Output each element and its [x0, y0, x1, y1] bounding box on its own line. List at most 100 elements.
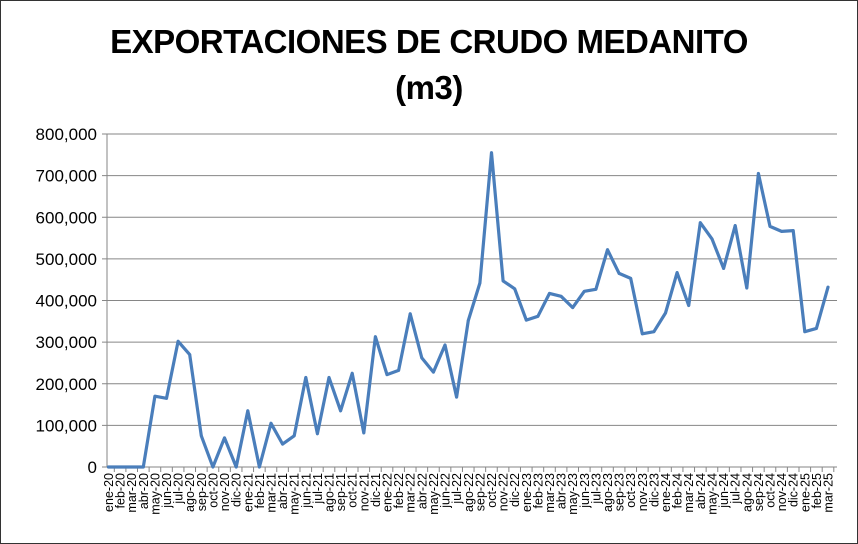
data-point — [281, 442, 284, 446]
x-tick-label: ago-24 — [740, 473, 754, 512]
data-point — [339, 409, 342, 413]
data-point — [745, 286, 749, 290]
data-point — [408, 312, 412, 316]
x-tick-label: nov-22 — [497, 473, 511, 511]
data-point — [710, 237, 714, 241]
data-point — [269, 421, 273, 425]
x-tick-label: oct-22 — [485, 473, 499, 508]
x-tick-label: may-20 — [148, 473, 162, 515]
x-tick-label: may-24 — [705, 473, 719, 515]
x-tick-label: ago-22 — [462, 473, 476, 512]
y-tick-label: 500,000 — [36, 250, 97, 269]
data-point — [199, 434, 203, 438]
x-tick-label: ene-25 — [798, 473, 812, 512]
data-point — [315, 432, 319, 436]
y-tick-label: 100,000 — [36, 416, 97, 435]
data-point — [397, 369, 401, 372]
x-tick-label: nov-20 — [218, 473, 232, 511]
x-tick-label: sep-23 — [613, 473, 627, 511]
data-point — [362, 431, 366, 435]
data-point — [141, 465, 145, 469]
x-tick-label: nov-23 — [636, 473, 650, 511]
x-tick-label: abr-24 — [694, 473, 708, 509]
data-point — [223, 436, 226, 440]
data-point — [130, 465, 134, 469]
y-tick-label: 600,000 — [36, 208, 97, 227]
data-point — [246, 409, 250, 413]
data-point — [675, 271, 679, 275]
x-tick-label: mar-20 — [125, 473, 139, 513]
x-tick-label: ene-21 — [241, 473, 255, 512]
x-tick-label: jul-20 — [172, 473, 186, 505]
x-tick-label: dic-23 — [647, 473, 661, 507]
x-tick-label: sep-20 — [195, 473, 209, 511]
data-point — [501, 279, 505, 283]
x-tick-label: jun-20 — [160, 473, 174, 509]
x-tick-label: feb-21 — [253, 473, 267, 508]
data-point — [664, 311, 667, 315]
x-tick-label: ago-20 — [183, 473, 197, 512]
x-tick-label: dic-22 — [508, 473, 522, 507]
y-tick-label: 0 — [88, 458, 97, 477]
x-tick-label: may-23 — [566, 473, 580, 515]
chart-title-line1: EXPORTACIONES DE CRUDO MEDANITO — [110, 23, 748, 60]
x-tick-label: dic-21 — [369, 473, 383, 507]
x-tick-label: jul-23 — [589, 473, 603, 505]
data-point — [606, 248, 609, 252]
y-tick-label: 200,000 — [36, 375, 97, 394]
data-point — [617, 272, 621, 275]
data-point — [594, 287, 598, 291]
x-tick-label: ene-22 — [381, 473, 395, 512]
data-point — [687, 304, 691, 307]
x-tick-label: feb-24 — [671, 473, 685, 508]
x-tick-label: nov-24 — [775, 473, 789, 511]
data-point — [304, 376, 308, 379]
x-tick-label: jun-24 — [717, 473, 731, 509]
data-point — [768, 225, 772, 228]
x-tick-label: feb-25 — [810, 473, 824, 508]
data-point — [443, 343, 447, 347]
x-tick-label: oct-24 — [763, 473, 777, 508]
data-point — [780, 230, 783, 233]
data-point — [432, 370, 435, 374]
x-tick-label: may-22 — [427, 473, 441, 515]
chart-title-line2: (m3) — [395, 69, 463, 106]
x-tick-label: mar-24 — [682, 473, 696, 513]
x-tick-label: ago-21 — [322, 473, 336, 512]
x-tick-label: jul-21 — [311, 473, 325, 505]
x-tick-label: dic-24 — [787, 473, 801, 507]
data-point — [559, 294, 563, 298]
x-tick-label: ene-20 — [102, 473, 116, 512]
data-point — [211, 465, 215, 469]
x-tick-label: jun-22 — [439, 473, 453, 509]
data-point — [478, 281, 482, 285]
y-tick-label: 400,000 — [36, 292, 97, 311]
data-point — [292, 434, 296, 438]
data-point — [153, 394, 157, 398]
data-point — [455, 395, 459, 399]
data-point — [257, 465, 261, 469]
data-point — [791, 229, 795, 232]
y-tick-label: 700,000 — [36, 167, 97, 186]
x-tick-label: nov-21 — [357, 473, 371, 511]
x-tick-label: abr-21 — [276, 473, 290, 509]
data-point — [327, 376, 331, 379]
data-point — [118, 465, 122, 469]
data-point — [524, 318, 528, 322]
data-point — [652, 330, 656, 334]
data-point — [176, 339, 180, 343]
chart-title: EXPORTACIONES DE CRUDO MEDANITO (m3) — [1, 19, 857, 111]
x-tick-label: may-21 — [288, 473, 302, 515]
data-point — [513, 287, 517, 291]
data-point — [548, 292, 551, 295]
x-tick-label: jun-23 — [578, 473, 592, 509]
data-point — [640, 332, 644, 336]
data-point — [490, 151, 493, 155]
x-tick-label: sep-24 — [752, 473, 766, 511]
x-tick-label: sep-21 — [334, 473, 348, 511]
data-point — [722, 267, 725, 270]
data-point — [733, 224, 737, 227]
x-tick-label: jul-22 — [450, 473, 464, 505]
